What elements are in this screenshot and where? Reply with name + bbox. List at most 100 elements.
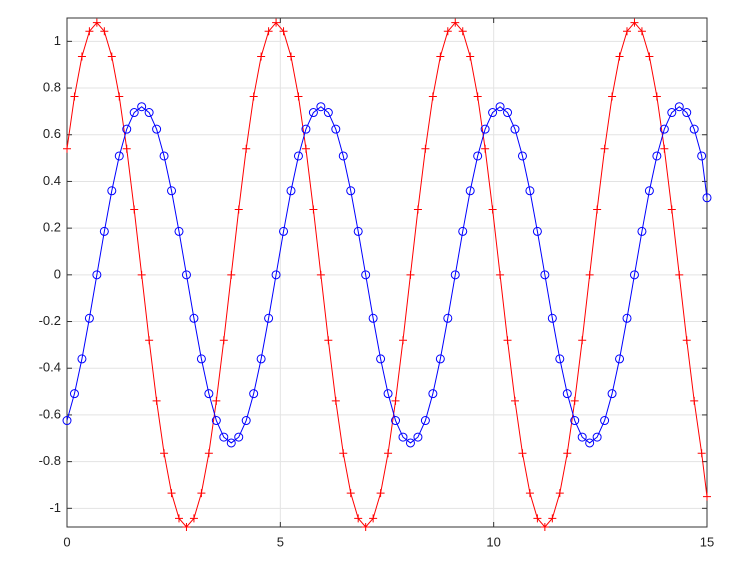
marker <box>630 18 639 27</box>
marker <box>234 432 244 442</box>
marker <box>152 124 162 134</box>
marker <box>585 438 595 448</box>
marker <box>85 27 94 36</box>
marker <box>353 226 363 236</box>
marker <box>331 124 341 134</box>
marker <box>346 489 355 498</box>
marker <box>92 270 102 280</box>
marker <box>107 52 116 61</box>
marker <box>637 27 646 36</box>
marker <box>547 313 557 323</box>
plot-frame <box>66 17 708 528</box>
marker <box>279 226 289 236</box>
marker <box>481 144 490 153</box>
marker <box>316 102 326 112</box>
marker <box>473 92 482 101</box>
marker <box>443 313 453 323</box>
marker <box>204 389 214 399</box>
marker <box>420 416 430 426</box>
marker <box>674 102 684 112</box>
marker <box>309 205 318 214</box>
marker <box>92 18 101 27</box>
marker <box>271 270 281 280</box>
marker <box>622 313 632 323</box>
marker <box>63 144 71 153</box>
marker <box>130 205 139 214</box>
marker <box>652 92 661 101</box>
marker <box>84 313 94 323</box>
marker <box>174 226 184 236</box>
marker <box>197 489 206 498</box>
marker <box>99 226 109 236</box>
marker <box>689 124 699 134</box>
marker <box>338 151 348 161</box>
marker <box>623 27 631 36</box>
marker <box>144 108 154 118</box>
x-tick-label: 10 <box>486 534 500 549</box>
marker <box>391 396 400 405</box>
marker <box>324 336 333 345</box>
marker <box>152 396 161 405</box>
marker <box>405 438 415 448</box>
marker <box>458 27 467 36</box>
y-tick-label: -0.2 <box>39 313 61 328</box>
marker <box>249 92 258 101</box>
marker <box>697 449 706 458</box>
y-tick-label: -0.8 <box>39 453 61 468</box>
marker <box>167 186 177 196</box>
marker <box>137 102 147 112</box>
marker <box>398 432 408 442</box>
marker <box>480 124 490 134</box>
marker <box>644 186 654 196</box>
marker <box>443 27 452 36</box>
marker <box>264 313 274 323</box>
marker <box>435 354 445 364</box>
marker <box>391 416 401 426</box>
marker <box>175 514 183 523</box>
y-tick-label: 1 <box>54 33 61 48</box>
marker <box>204 449 213 458</box>
marker <box>465 186 475 196</box>
marker <box>413 432 423 442</box>
marker <box>629 270 639 280</box>
marker <box>77 52 86 61</box>
marker <box>608 92 617 101</box>
marker <box>510 124 520 134</box>
marker <box>301 124 311 134</box>
marker <box>667 205 676 214</box>
y-tick-label: -0.4 <box>39 360 61 375</box>
marker <box>160 449 169 458</box>
marker <box>690 396 699 405</box>
marker <box>496 270 505 279</box>
series-line <box>66 106 708 444</box>
marker <box>189 313 199 323</box>
marker <box>600 144 609 153</box>
marker <box>62 416 72 426</box>
marker <box>466 52 475 61</box>
marker <box>100 27 109 36</box>
marker <box>122 144 131 153</box>
marker <box>346 186 356 196</box>
marker <box>272 18 281 27</box>
marker <box>241 416 251 426</box>
marker <box>189 514 198 523</box>
marker <box>227 270 236 279</box>
marker <box>323 108 333 118</box>
marker <box>145 336 154 345</box>
marker <box>376 354 386 364</box>
marker <box>555 489 564 498</box>
marker <box>555 354 565 364</box>
y-tick-label: 0.2 <box>43 220 61 235</box>
marker <box>308 108 318 118</box>
marker <box>70 92 79 101</box>
marker <box>488 205 497 214</box>
marker <box>682 336 691 345</box>
marker <box>368 313 378 323</box>
y-tick-label: -1 <box>49 500 61 515</box>
marker <box>167 489 176 498</box>
marker <box>279 27 288 36</box>
marker <box>234 205 243 214</box>
marker <box>256 354 266 364</box>
marker <box>384 449 393 458</box>
